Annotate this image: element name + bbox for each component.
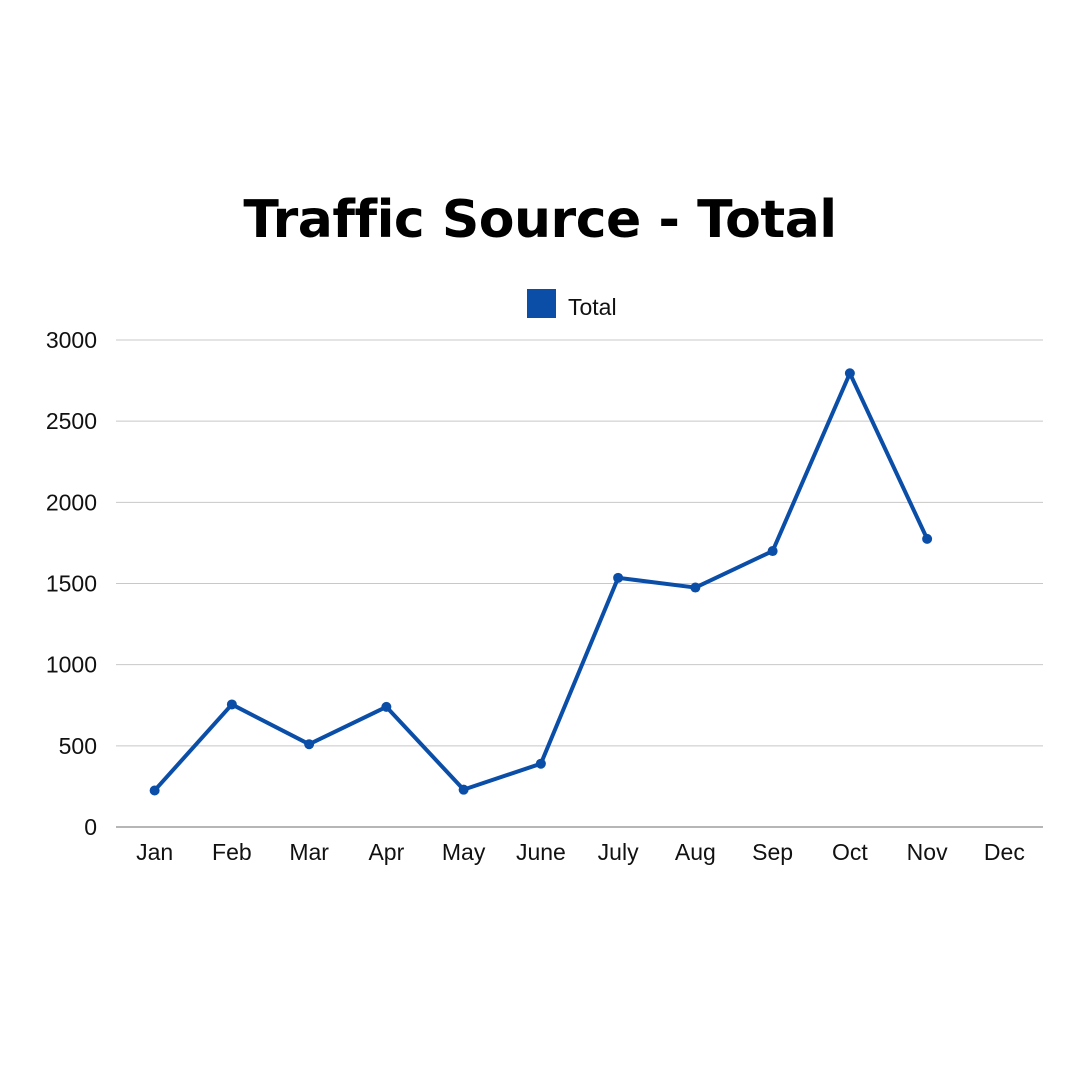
x-tick-label: May (442, 839, 486, 865)
data-point (381, 701, 392, 712)
data-point (226, 699, 237, 710)
chart-title: Traffic Source - Total (243, 190, 837, 250)
x-tick-label: Jan (136, 839, 173, 865)
data-point (613, 572, 624, 583)
y-tick-label: 2500 (46, 408, 97, 434)
legend-swatch (527, 289, 556, 318)
y-tick-label: 1500 (46, 571, 97, 597)
x-tick-label: Feb (212, 839, 252, 865)
data-point (767, 546, 778, 557)
data-point (844, 368, 855, 379)
data-point (922, 533, 933, 544)
legend-label: Total (568, 294, 617, 320)
y-tick-label: 3000 (46, 327, 97, 353)
x-tick-label: June (516, 839, 566, 865)
x-tick-label: Mar (289, 839, 329, 865)
series-line (152, 371, 930, 793)
series-layer (149, 368, 933, 796)
data-point (304, 739, 315, 750)
x-tick-label: Oct (832, 839, 868, 865)
x-tick-label: July (598, 839, 639, 865)
legend: Total (527, 289, 617, 320)
data-point (458, 784, 469, 795)
x-tick-label: Aug (675, 839, 716, 865)
y-tick-label: 500 (59, 733, 97, 759)
gridlines (116, 339, 1043, 747)
data-point (149, 785, 160, 796)
y-tick-label: 1000 (46, 652, 97, 678)
data-point (535, 758, 546, 769)
x-tick-label: Dec (984, 839, 1025, 865)
y-tick-label: 2000 (46, 489, 97, 515)
x-axis-ticks: Jan Feb Mar Apr May June July Aug Sep Oct Nov Dec (136, 839, 1025, 865)
data-point (690, 582, 701, 593)
y-axis-ticks: 0 500 1000 1500 2000 2500 3000 (46, 327, 97, 840)
x-tick-label: Apr (368, 839, 404, 865)
x-tick-label: Sep (752, 839, 793, 865)
y-tick-label: 0 (84, 814, 97, 840)
x-tick-label: Nov (907, 839, 948, 865)
